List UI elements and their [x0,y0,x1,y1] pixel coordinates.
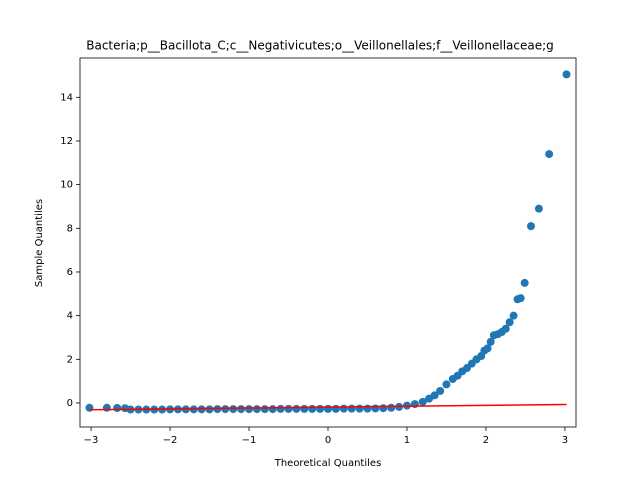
point [516,294,525,303]
point [509,311,518,320]
fit-line [89,403,567,411]
point [387,403,396,412]
x-tick-label: −1 [242,435,257,446]
chart-title: Bacteria;p__Bacillota_C;c__Negativicutes… [86,39,554,53]
point [113,404,122,413]
point [483,344,492,353]
point [363,404,372,413]
point [245,405,254,414]
point [292,404,301,413]
point [284,404,293,413]
point [276,404,285,413]
point [339,404,348,413]
y-tick-label: 8 [67,223,73,234]
point [197,405,206,414]
y-tick-label: 0 [67,398,73,409]
x-tick-label: 1 [404,435,410,446]
point [268,405,277,414]
y-axis-label: Sample Quantiles [34,199,45,287]
point [430,391,439,400]
point [260,405,269,414]
point [252,405,261,414]
point [355,404,364,413]
point [316,404,325,413]
point [213,405,222,414]
point [418,397,427,406]
y-tick-label: 12 [60,136,73,147]
point [520,278,529,287]
point [501,324,510,333]
y-tick-label: 6 [67,267,73,278]
x-tick-label: 3 [562,435,568,446]
y-tick-label: 14 [60,92,73,103]
y-tick-label: 10 [60,180,73,191]
point [505,318,514,327]
point [237,405,246,414]
point [85,403,94,412]
point [526,222,535,231]
point [379,404,388,413]
plot-frame [79,57,577,428]
point [534,204,543,213]
y-tick-label: 2 [67,354,73,365]
point [221,405,230,414]
point [308,404,317,413]
point [436,386,445,395]
point [486,337,495,346]
x-tick-label: 0 [325,435,331,446]
point [300,404,309,413]
point [562,70,571,79]
point [331,404,340,413]
point [324,404,332,413]
point [205,405,214,414]
point [102,403,111,412]
y-tick-label: 4 [67,311,73,322]
x-tick-label: −3 [84,435,99,446]
x-axis-label: Theoretical Quantiles [274,458,382,469]
x-tick-label: 2 [483,435,489,446]
x-tick-label: −2 [163,435,178,446]
point [442,380,451,389]
point [347,404,356,413]
point [229,405,238,414]
point [545,150,554,159]
point [371,404,380,413]
